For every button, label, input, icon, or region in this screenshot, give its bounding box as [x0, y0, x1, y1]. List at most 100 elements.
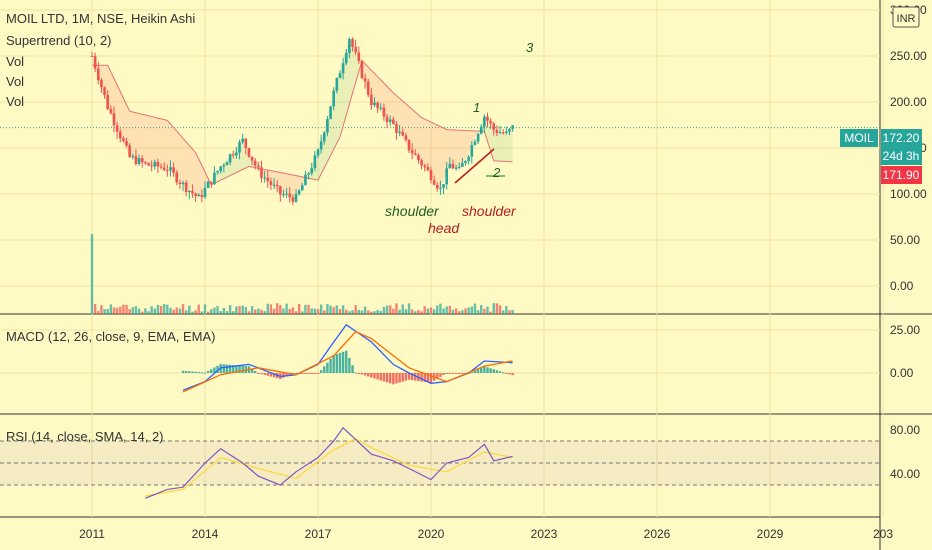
rsi-series[interactable]: [0, 426, 880, 499]
volume-bar: [153, 308, 156, 314]
candle-body: [228, 154, 232, 163]
supertrend-fill: [110, 71, 114, 122]
candle-body: [505, 131, 508, 134]
supertrend-fill: [132, 111, 136, 161]
annotation-left-shoulder[interactable]: shoulder: [385, 203, 440, 219]
supertrend-fill: [374, 73, 378, 109]
macd-histogram-bar: [232, 365, 235, 373]
candle-body: [432, 180, 436, 185]
macd-histogram-bar: [348, 357, 351, 373]
drawing-annotations[interactable]: [454, 148, 505, 184]
volume-bar: [216, 305, 219, 314]
volume-bar: [244, 306, 248, 314]
currency-badge[interactable]: [892, 6, 920, 28]
legend-supertrend[interactable]: Supertrend (10, 2): [6, 33, 112, 48]
annotation-right-shoulder[interactable]: shoulder: [462, 203, 517, 219]
volume-bar: [301, 311, 304, 314]
volume-bar: [266, 303, 269, 314]
rsi-tick-label: 40.00: [890, 467, 920, 481]
legend-rsi[interactable]: RSI (14, close, SMA, 14, 2): [6, 429, 164, 444]
candle-body: [476, 133, 480, 142]
candle-body: [134, 156, 138, 165]
supertrend-fill: [179, 134, 184, 185]
supertrend-fill: [117, 84, 121, 136]
volume-bar: [495, 303, 499, 314]
supertrend-fill: [421, 117, 425, 168]
candle-body: [188, 190, 191, 193]
x-tick-label: 2023: [531, 527, 558, 541]
supertrend-fill: [471, 130, 475, 146]
volume-bar: [213, 307, 216, 314]
main-price-series[interactable]: [90, 37, 514, 314]
volume-bar: [144, 308, 147, 314]
volume-bar: [178, 308, 182, 314]
volume-bar: [137, 308, 141, 314]
macd-histogram-bar: [357, 373, 361, 374]
volume-bar: [382, 306, 386, 314]
macd-histogram-bar: [414, 373, 417, 381]
volume-bar: [219, 311, 222, 314]
volume-bar: [184, 310, 188, 314]
candle-body: [235, 152, 238, 156]
volume-bar: [395, 303, 398, 314]
volume-bar: [316, 308, 320, 314]
volume-bar: [134, 306, 138, 314]
volume-bar: [181, 304, 185, 314]
macd-series[interactable]: [181, 323, 514, 393]
candle-body: [439, 187, 442, 189]
candle-body: [250, 156, 254, 161]
macd-histogram-bar: [451, 373, 455, 374]
legend-vol-2[interactable]: Vol: [6, 74, 24, 89]
volume-bar: [458, 311, 461, 314]
candle-body: [360, 61, 364, 79]
annotation-head[interactable]: head: [428, 220, 460, 236]
macd-histogram-bar: [470, 372, 474, 374]
chart-title[interactable]: MOIL LTD, 1M, NSE, Heikin Ashi: [6, 11, 195, 26]
supertrend-fill: [173, 127, 177, 179]
volume-bar: [388, 305, 392, 314]
annotation-wave-2[interactable]: 2: [492, 165, 501, 180]
y-tick-label: 250.00: [890, 49, 927, 63]
candle-body: [291, 197, 295, 202]
macd-histogram-bar: [426, 373, 430, 383]
candle-body: [486, 116, 489, 121]
macd-histogram-bar: [197, 372, 200, 374]
macd-histogram-bar: [272, 373, 276, 378]
volume-bar: [420, 311, 423, 314]
legend-vol-1[interactable]: Vol: [6, 54, 24, 69]
candle-body: [445, 168, 448, 185]
volume-bar: [210, 309, 213, 314]
candle-body: [269, 181, 273, 185]
legend-vol-3[interactable]: Vol: [6, 94, 24, 109]
volume-bar: [329, 305, 332, 314]
y-tick-label: 0.00: [890, 279, 914, 293]
y-tick-label: 200.00: [890, 95, 927, 109]
macd-histogram-bar: [200, 372, 204, 374]
macd-histogram-bar: [310, 373, 313, 374]
candle-body: [498, 132, 502, 134]
candle-body: [194, 193, 197, 197]
macd-histogram-bar: [410, 373, 414, 381]
macd-histogram-bar: [379, 373, 382, 381]
candle-body: [401, 131, 405, 136]
volume-bar: [279, 305, 282, 314]
annotation-wave-1[interactable]: 1: [473, 100, 480, 115]
macd-histogram-bar: [420, 373, 423, 382]
supertrend-fill: [474, 130, 479, 138]
candle-body: [297, 190, 301, 195]
volume-bar: [103, 309, 106, 314]
legend-macd[interactable]: MACD (12, 26, close, 9, EMA, EMA): [6, 329, 216, 344]
macd-histogram-bar: [222, 364, 226, 373]
candle-body: [272, 184, 276, 186]
candle-body: [464, 161, 467, 164]
supertrend-fill: [387, 86, 391, 122]
volume-bar: [473, 303, 477, 314]
macd-histogram-bar: [335, 353, 339, 373]
supertrend-fill: [456, 130, 460, 171]
annotation-wave-3[interactable]: 3: [526, 40, 534, 55]
macd-histogram-bar: [316, 373, 320, 374]
candle-body: [326, 119, 329, 133]
supertrend-fill: [186, 141, 190, 191]
macd-histogram-bar: [326, 362, 329, 373]
